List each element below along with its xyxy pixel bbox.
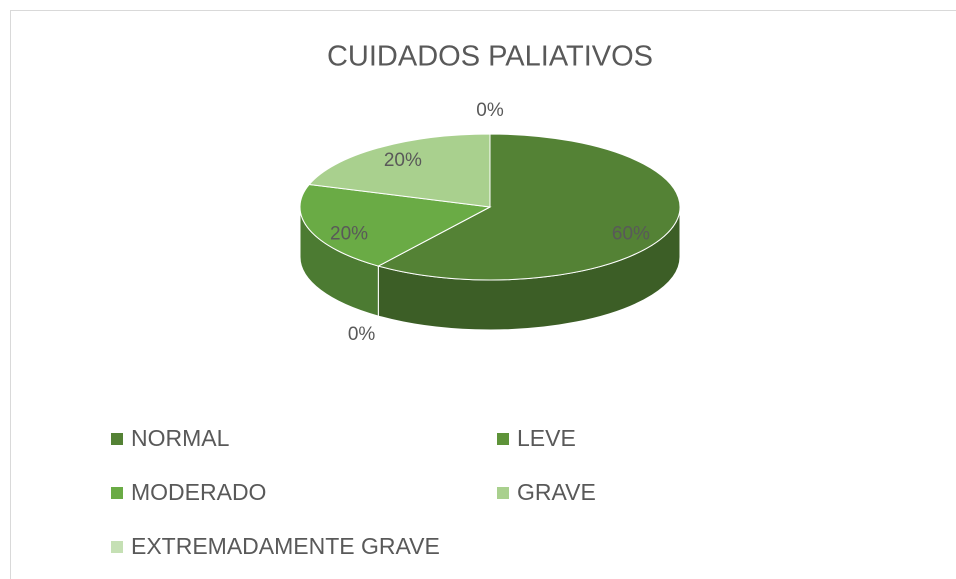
data-label: 0% — [348, 324, 376, 345]
legend-label: MODERADO — [131, 479, 266, 505]
data-label: 0% — [476, 100, 504, 121]
chart-border — [10, 10, 956, 579]
slice — [299, 183, 492, 267]
legend-swatch — [497, 487, 509, 499]
legend-swatch — [111, 487, 123, 499]
chart-title: CUIDADOS PALIATIVOS — [327, 41, 653, 73]
legend-swatch — [111, 541, 123, 553]
pie-sides — [299, 206, 681, 331]
slice — [376, 133, 681, 281]
legend-swatch — [497, 433, 509, 445]
legend: NORMAL LEVE MODERADO GRAVE EXTREMADAMENTE GR… — [111, 425, 596, 559]
slice — [308, 133, 491, 208]
legend-label: NORMAL — [131, 425, 230, 451]
data-label: 20% — [330, 224, 368, 245]
data-labels: 60% 0% 20% 20% 0% — [330, 100, 650, 345]
legend-label: LEVE — [517, 425, 576, 451]
legend-label: EXTREMADAMENTE GRAVE — [131, 533, 440, 559]
data-label: 20% — [384, 150, 422, 171]
pie-tops — [299, 133, 681, 281]
legend-swatch — [111, 433, 123, 445]
legend-label: GRAVE — [517, 479, 596, 505]
data-label: 60% — [612, 224, 650, 245]
